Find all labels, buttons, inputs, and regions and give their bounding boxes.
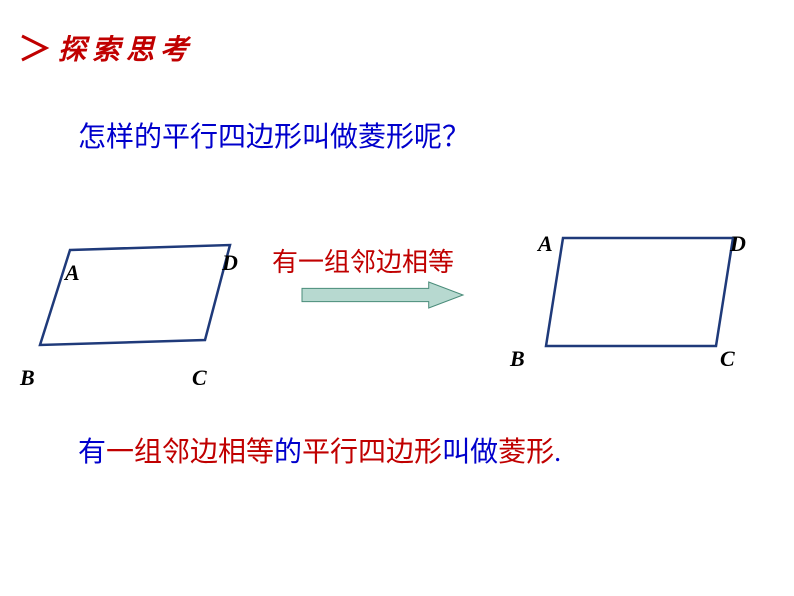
diagram-area: A B C D 有一组邻边相等 A B C D xyxy=(0,210,794,390)
transition-label: 有一组邻边相等 xyxy=(272,242,454,279)
conclusion-span: 菱形 xyxy=(498,437,554,468)
parallelogram-svg xyxy=(30,240,250,370)
conclusion-span: 叫做 xyxy=(442,437,498,468)
vertex-label-d: D xyxy=(730,231,746,257)
vertex-label-b: B xyxy=(510,346,525,372)
conclusion-span: 一组邻边相等 xyxy=(106,437,274,468)
conclusion-span: 的 xyxy=(274,437,302,468)
vertex-label-a: A xyxy=(65,260,80,286)
conclusion-text: 有一组邻边相等的平行四边形叫做菱形. xyxy=(78,430,561,470)
rhombus-figure: A B C D xyxy=(518,228,758,373)
question-text: 怎样的平行四边形叫做菱形呢？ xyxy=(78,115,470,155)
vertex-label-b: B xyxy=(20,365,35,391)
transition-arrow-icon xyxy=(300,280,465,310)
vertex-label-a: A xyxy=(538,231,553,257)
vertex-label-c: C xyxy=(720,346,735,372)
conclusion-span: 平行四边形 xyxy=(302,437,442,468)
conclusion-span: . xyxy=(554,437,561,468)
vertex-label-d: D xyxy=(222,250,238,276)
vertex-label-c: C xyxy=(192,365,207,391)
heading-text: 探索思考 xyxy=(58,28,194,68)
chevron-right-icon xyxy=(20,34,52,62)
conclusion-span: 有 xyxy=(78,437,106,468)
section-heading: 探索思考 xyxy=(20,28,194,68)
parallelogram-figure: A B C D xyxy=(30,240,250,375)
